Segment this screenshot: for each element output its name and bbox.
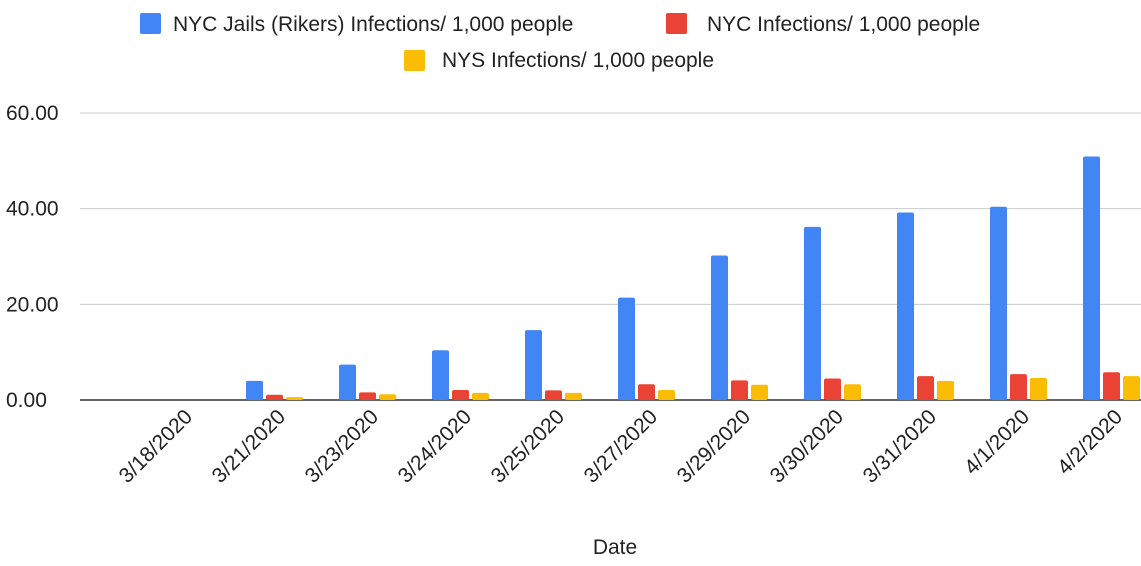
legend-swatch-nyc-jails (140, 13, 161, 34)
bar-nyc-3-24-2020 (452, 389, 469, 400)
bar-nys-3-31-2020 (937, 380, 954, 400)
bar-nyc-3-30-2020 (824, 378, 841, 400)
bar-nyc-4-2-2020 (1103, 372, 1120, 400)
bar-nys-3-30-2020 (844, 384, 861, 400)
x-tick-label: 4/2/2020 (1053, 405, 1127, 479)
bar-nyc-3-29-2020 (731, 380, 748, 400)
bar-nyc-4-1-2020 (1010, 374, 1027, 400)
legend-label-nyc-jails: NYC Jails (Rikers) Infections/ 1,000 peo… (173, 13, 573, 36)
x-axis-title: Date (593, 536, 637, 559)
bar-nys-3-21-2020 (286, 397, 303, 400)
bar-nyc-3-23-2020 (359, 392, 376, 400)
x-tick-label: 3/29/2020 (673, 405, 755, 487)
bar-nyc-jails-3-24-2020 (432, 350, 449, 400)
bar-nys-4-2-2020 (1123, 376, 1140, 400)
y-tick-label: 40.00 (6, 198, 59, 221)
x-tick-label: 3/21/2020 (208, 405, 290, 487)
legend-swatch-nys (404, 50, 425, 71)
y-tick-label: 60.00 (6, 102, 59, 125)
x-tick-label: 3/30/2020 (766, 405, 848, 487)
legend-item-nyc: NYC Infections/ 1,000 people (666, 13, 980, 36)
bar-nys-3-23-2020 (379, 394, 396, 400)
bar-nys-3-29-2020 (751, 384, 768, 400)
x-tick-label: 3/23/2020 (301, 405, 383, 487)
bar-nyc-jails-4-2-2020 (1083, 156, 1100, 400)
bars (246, 156, 1140, 400)
legend: NYC Jails (Rikers) Infections/ 1,000 peo… (140, 13, 980, 72)
bar-nys-3-27-2020 (658, 389, 675, 400)
bar-nys-3-24-2020 (472, 392, 489, 400)
y-tick-label: 0.00 (6, 389, 47, 412)
x-tick-label: 3/24/2020 (394, 405, 476, 487)
bar-nyc-3-27-2020 (638, 384, 655, 400)
legend-label-nyc: NYC Infections/ 1,000 people (707, 13, 980, 36)
bar-nyc-jails-3-21-2020 (246, 380, 263, 400)
gridlines (80, 112, 1141, 401)
x-tick-label: 3/18/2020 (115, 405, 197, 487)
x-tick-label: 3/27/2020 (580, 405, 662, 487)
bar-nyc-jails-3-27-2020 (618, 297, 635, 400)
bar-nyc-jails-4-1-2020 (990, 206, 1007, 400)
bar-nyc-3-21-2020 (266, 394, 283, 400)
y-tick-label: 20.00 (6, 293, 59, 316)
bar-nys-3-25-2020 (565, 392, 582, 400)
bar-nyc-jails-3-30-2020 (804, 226, 821, 400)
bar-nyc-jails-3-29-2020 (711, 255, 728, 400)
bar-nyc-jails-3-25-2020 (525, 330, 542, 400)
legend-item-nys: NYS Infections/ 1,000 people (404, 49, 714, 72)
x-tick-label: 3/25/2020 (487, 405, 569, 487)
bar-nys-4-1-2020 (1030, 377, 1047, 400)
bar-nyc-jails-3-31-2020 (897, 212, 914, 400)
legend-swatch-nyc (666, 13, 687, 34)
legend-label-nys: NYS Infections/ 1,000 people (442, 49, 714, 72)
x-tick-label: 3/31/2020 (859, 405, 941, 487)
x-axis-tick-labels: 3/18/2020 3/21/2020 3/23/2020 3/24/2020 3/25… (115, 405, 1127, 487)
y-axis-tick-labels: 0.00 20.00 40.00 60.00 (6, 102, 59, 412)
bar-nyc-3-25-2020 (545, 390, 562, 400)
bar-nyc-3-31-2020 (917, 376, 934, 400)
x-tick-label: 4/1/2020 (960, 405, 1034, 479)
legend-item-nyc-jails: NYC Jails (Rikers) Infections/ 1,000 peo… (140, 13, 573, 36)
bar-nyc-jails-3-23-2020 (339, 364, 356, 400)
